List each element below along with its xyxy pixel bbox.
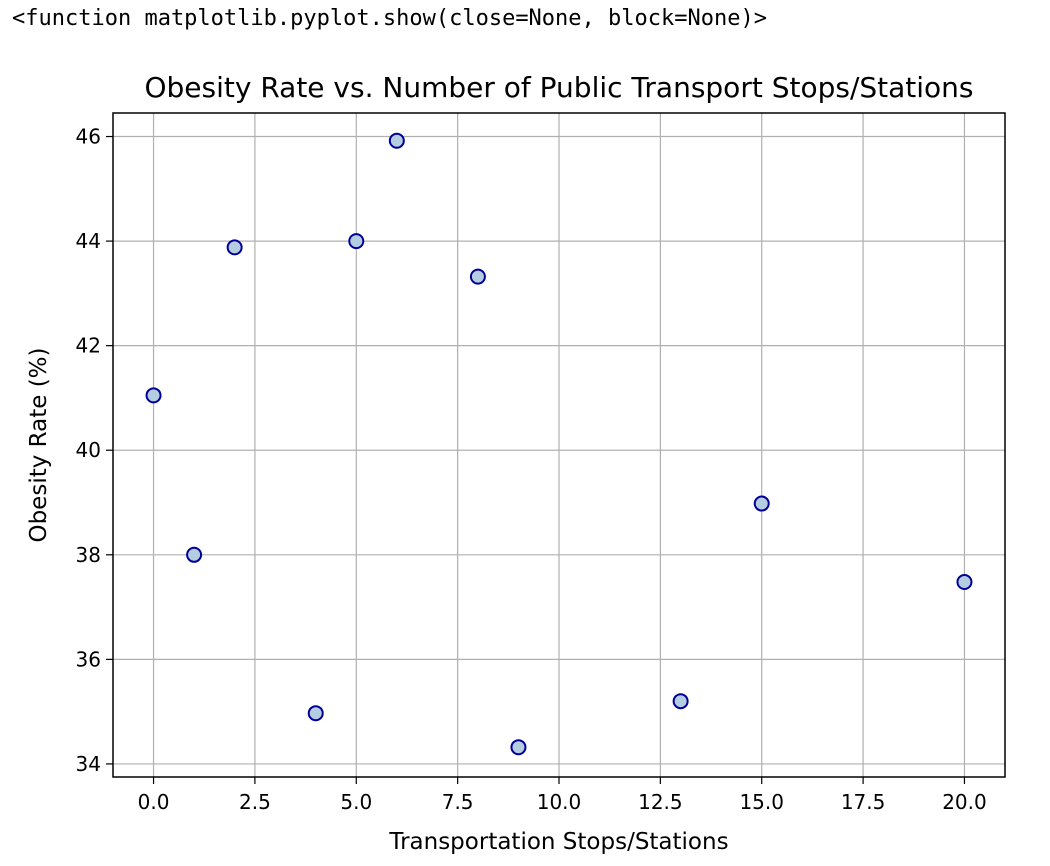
y-tick-label: 36 [76, 647, 101, 671]
data-point [145, 387, 162, 404]
x-tick-label: 0.0 [138, 790, 170, 814]
data-point [753, 495, 770, 512]
data-point [510, 739, 527, 756]
grid-lines [113, 113, 1005, 777]
plot-frame [112, 112, 1006, 778]
data-point [672, 693, 689, 710]
x-tick-label: 5.0 [340, 790, 372, 814]
data-point [348, 233, 365, 250]
x-tick-label: 17.5 [841, 790, 886, 814]
data-point [307, 705, 324, 722]
y-tick-label: 44 [76, 229, 101, 253]
axis-ticks: 0.0 2.5 5.0 7.5 10.0 12.5 15.0 17.5 20.0 34 36 38 40… [76, 125, 987, 814]
data-point [956, 573, 973, 590]
data-point [469, 268, 486, 285]
x-tick-label: 7.5 [442, 790, 474, 814]
x-tick-label: 2.5 [239, 790, 271, 814]
chart-title: Obesity Rate vs. Number of Public Transp… [144, 71, 973, 104]
x-tick-label: 10.0 [537, 790, 582, 814]
y-tick-label: 38 [76, 543, 101, 567]
y-tick-label: 46 [76, 125, 101, 149]
data-point [388, 132, 405, 149]
x-tick-label: 12.5 [638, 790, 683, 814]
y-tick-label: 40 [76, 438, 101, 462]
data-points [145, 132, 973, 756]
y-axis-label: Obesity Rate (%) [26, 347, 52, 542]
y-tick-label: 42 [76, 334, 101, 358]
data-point [186, 546, 203, 563]
y-tick-label: 34 [76, 752, 101, 776]
data-point [226, 239, 243, 256]
cell-output-text: <function matplotlib.pyplot.show(close=N… [12, 6, 767, 31]
x-axis-label: Transportation Stops/Stations [388, 829, 728, 855]
x-tick-label: 15.0 [739, 790, 784, 814]
x-tick-label: 20.0 [942, 790, 987, 814]
